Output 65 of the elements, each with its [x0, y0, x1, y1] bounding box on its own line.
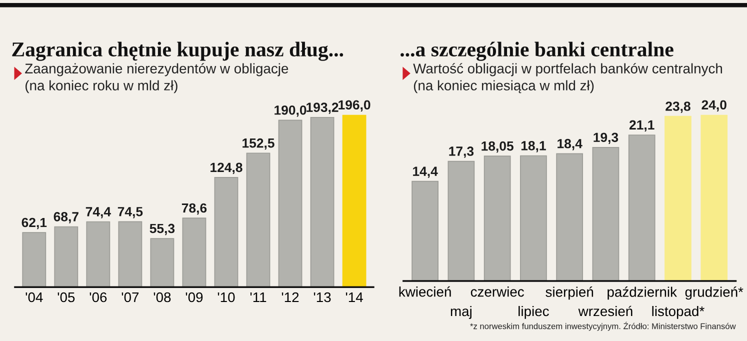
x-tick-label: wrzesień	[578, 306, 632, 316]
data-label: 74,4	[86, 207, 111, 218]
data-label: 152,5	[242, 138, 274, 150]
bar	[700, 114, 728, 281]
data-label: 190,0	[274, 105, 306, 117]
x-tick-label: '14	[346, 292, 363, 302]
x-tick-label: '13	[314, 292, 331, 302]
x-tick-label: '05	[58, 292, 75, 302]
data-label: 18,05	[482, 141, 514, 153]
bar	[664, 116, 692, 281]
bar	[310, 116, 334, 288]
bar	[86, 221, 110, 288]
chart-subtitle: Wartość obligacji w portfelach banków centralnych (na koniec miesiąca w mld zł)	[413, 63, 722, 94]
data-label: 21,1	[629, 120, 654, 132]
bar	[118, 221, 142, 288]
chart-title: Zagranica chętnie kupuje nasz dług...	[12, 42, 344, 61]
bar	[214, 177, 238, 288]
x-tick-label: '09	[186, 292, 203, 302]
bar	[412, 180, 438, 281]
bar	[150, 238, 174, 288]
data-label: 196,0	[338, 100, 370, 112]
bar	[54, 226, 78, 288]
x-tick-label: '07	[122, 292, 139, 302]
data-label: 68,7	[54, 212, 78, 224]
data-label: 78,6	[182, 203, 207, 215]
bar	[182, 218, 206, 288]
data-label: 14,4	[413, 166, 438, 178]
bar	[592, 147, 620, 281]
data-label: 62,1	[22, 218, 47, 230]
data-label: 24,0	[702, 100, 726, 112]
bar	[628, 134, 656, 281]
x-tick-label: sierpień	[546, 286, 594, 300]
chart-subtitle: Zaangażowanie nierezydentów w obligacje (na koniec roku w mld zł)	[25, 63, 288, 94]
x-tick-label: maj	[450, 306, 472, 319]
x-tick-label: kwiecień	[399, 286, 451, 297]
data-label: 124,8	[210, 162, 242, 174]
x-tick-label: październik	[608, 286, 677, 300]
data-label: 19,3	[594, 132, 618, 144]
x-tick-label: '10	[218, 292, 235, 302]
bar	[556, 153, 584, 281]
bar	[278, 120, 302, 288]
x-tick-label: czerwiec	[470, 286, 524, 297]
data-label: 18,4	[558, 138, 582, 150]
data-label: 23,8	[666, 102, 690, 113]
x-tick-label: '04	[26, 292, 43, 302]
data-label: 74,5	[118, 207, 143, 218]
data-label: 193,2	[306, 102, 338, 114]
data-label: 18,1	[521, 141, 546, 152]
text: *z norweskim funduszem inwestycyjnym. Źródło: Ministerstwo Finansów	[470, 322, 736, 331]
x-tick-label: '12	[282, 292, 299, 302]
bar	[342, 114, 366, 288]
data-label: 55,3	[150, 224, 175, 236]
x-tick-label: grudzień*	[685, 286, 744, 300]
bar	[520, 155, 547, 281]
data-label: 17,3	[449, 146, 474, 158]
bar	[22, 232, 46, 288]
bar	[448, 160, 475, 281]
x-tick-label: '08	[154, 292, 171, 302]
chart-title: ...a szczególnie banki centralne	[400, 42, 674, 61]
bar	[246, 152, 270, 288]
x-tick-label: '06	[90, 292, 107, 302]
x-tick-label: '11	[250, 292, 266, 302]
bar	[484, 156, 511, 281]
x-tick-label: listopad*	[652, 306, 704, 319]
x-tick-label: lipiec	[518, 306, 549, 319]
